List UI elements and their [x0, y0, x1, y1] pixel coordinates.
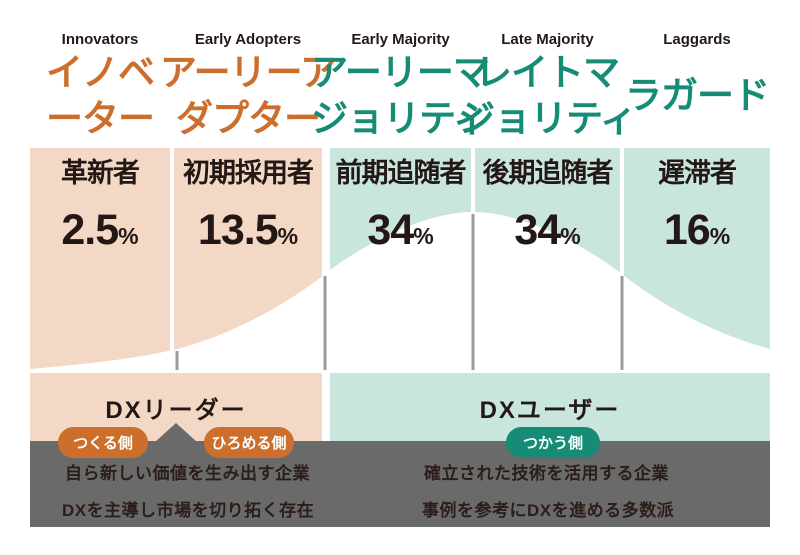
bell-curve-area: [30, 212, 770, 370]
percent-value: 13.5: [197, 206, 279, 254]
bell-curve-svg: [30, 212, 770, 370]
segment-sub-label: 後期追随者: [482, 158, 614, 188]
segment-top-label-innovators: Innovators: [61, 31, 139, 48]
percent-unit: %: [560, 223, 581, 249]
segment-name-early-adopters: アーリーア ダプター: [159, 50, 337, 143]
segment-top-label-late-majority: Late Majority: [501, 31, 594, 48]
segment-sub-label: 初期採用者: [183, 158, 314, 188]
percent-late-majority: 34%: [475, 206, 620, 255]
segment-name-line: ジョリティ: [458, 98, 637, 140]
percent-laggards: 16%: [624, 206, 770, 255]
segment-name-line: ダプター: [176, 98, 321, 140]
pill-maker: つくる側: [58, 427, 148, 458]
percent-early-adopters: 13.5%: [174, 206, 322, 255]
segment-top-label-laggards: Laggards: [663, 31, 731, 48]
percent-unit: %: [413, 223, 434, 249]
footer-note-right-1: 確立された技術を活用する企業: [424, 464, 669, 483]
percent-value: 34: [514, 206, 561, 254]
segment-name-innovators: イノベ ーター: [46, 50, 155, 143]
footer-note-left-1: 自ら新しい価値を生み出す企業: [65, 464, 310, 483]
segment-sub-label: 遅滞者: [658, 158, 737, 188]
footer-note-left-2: DXを主導し市場を切り拓く存在: [62, 501, 315, 520]
segment-sub-label: 前期追随者: [335, 158, 467, 188]
segment-name-laggards: ラガード: [625, 50, 770, 119]
column-background: [30, 148, 170, 370]
pointer-triangle-icon: [155, 423, 197, 442]
percent-value: 16: [663, 206, 711, 254]
segment-top-label-early-majority: Early Majority: [351, 31, 450, 48]
percent-value: 34: [367, 206, 414, 254]
percent-unit: %: [709, 223, 731, 249]
distribution-plot-area: [30, 148, 770, 370]
segment-name-early-majority: アーリーマ ジョリティ: [311, 50, 490, 143]
percent-value: 2.5: [61, 206, 119, 254]
pill-user: つかう側: [506, 427, 600, 458]
leader-band-label: DXリーダー: [105, 396, 247, 424]
segment-sub-label: 革新者: [61, 158, 140, 188]
percent-innovators: 2.5%: [30, 206, 170, 255]
segment-name-line: アーリーマ: [311, 52, 490, 93]
percent-unit: %: [277, 223, 299, 249]
user-band-label: DXユーザー: [479, 396, 621, 424]
segment-name-line: アーリーア: [159, 52, 337, 93]
segment-name-line: レイトマ: [475, 52, 620, 93]
percent-unit: %: [118, 223, 139, 249]
segment-top-label-early-adopters: Early Adopters: [194, 31, 302, 48]
segment-name-line: ーター: [46, 98, 155, 140]
segment-name-late-majority: レイトマ ジョリティ: [458, 50, 637, 143]
percent-early-majority: 34%: [330, 206, 471, 255]
footer-panel: [30, 441, 770, 527]
pill-spreader: ひろめる側: [204, 427, 294, 458]
segment-name-line: ラガード: [625, 75, 770, 116]
footer-note-right-2: 事例を参考にDXを進める多数派: [422, 501, 675, 520]
segment-name-line: イノベ: [46, 52, 155, 93]
segment-name-line: ジョリティ: [311, 98, 490, 140]
